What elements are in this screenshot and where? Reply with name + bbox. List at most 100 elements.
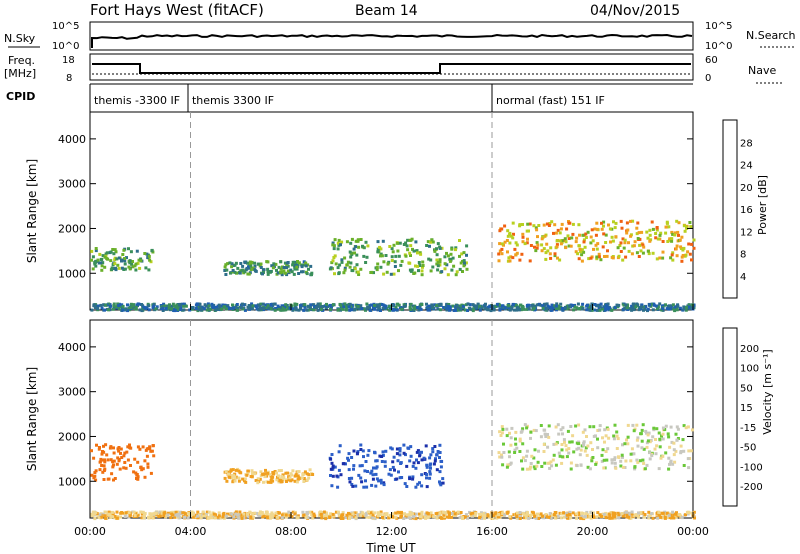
heatmap-cell (365, 307, 369, 311)
heatmap-cell (106, 477, 110, 481)
heatmap-cell (613, 226, 617, 230)
heatmap-cell (690, 242, 694, 246)
heatmap-cell (443, 262, 447, 266)
heatmap-cell (497, 515, 501, 519)
heatmap-cell (284, 303, 288, 307)
heatmap-cell (614, 221, 618, 225)
heatmap-cell (359, 448, 363, 451)
heatmap-cell (499, 511, 503, 514)
heatmap-cell (207, 304, 211, 308)
heatmap-cell (681, 438, 685, 442)
heatmap-cell (438, 263, 442, 267)
heatmap-cell (235, 303, 239, 306)
heatmap-cell (440, 246, 444, 250)
heatmap-cell (231, 306, 235, 310)
heatmap-cell (144, 266, 148, 270)
heatmap-cell (100, 515, 104, 519)
heatmap-cell (217, 511, 221, 515)
heatmap-cell (328, 267, 332, 271)
heatmap-cell (550, 303, 554, 307)
heatmap-cell (224, 263, 228, 267)
heatmap-cell (679, 450, 683, 453)
heatmap-cell (267, 307, 271, 310)
heatmap-cell (579, 448, 583, 452)
heatmap-cell (428, 244, 431, 248)
heatmap-cell (589, 256, 593, 260)
heatmap-cell (554, 425, 558, 429)
heatmap-cell (540, 243, 544, 247)
heatmap-cell (123, 515, 127, 518)
heatmap-cell (378, 245, 382, 249)
heatmap-cell (171, 302, 175, 306)
heatmap-cell (604, 450, 608, 453)
heatmap-cell (247, 304, 251, 307)
heatmap-cell (588, 425, 592, 429)
heatmap-cell (462, 251, 466, 255)
heatmap-cell (296, 478, 300, 482)
heatmap-cell (284, 478, 288, 482)
heatmap-cell (521, 305, 525, 309)
heatmap-cell (452, 264, 456, 268)
heatmap-cell (681, 248, 685, 252)
heatmap-cell (373, 304, 377, 307)
heatmap-cell (331, 512, 335, 516)
heatmap-cell (427, 257, 431, 261)
heatmap-cell (229, 469, 233, 473)
heatmap-cell (564, 246, 568, 250)
heatmap-cell (668, 445, 672, 449)
heatmap-cell (312, 308, 316, 312)
heatmap-cell (329, 512, 333, 516)
heatmap-cell (310, 510, 314, 514)
heatmap-cell (562, 515, 566, 519)
heatmap-cell (265, 480, 269, 484)
heatmap-cell (590, 302, 594, 306)
heatmap-cell (259, 470, 263, 474)
heatmap-cell (586, 308, 590, 312)
heatmap-cell (512, 308, 516, 312)
heatmap-cell (625, 231, 629, 235)
heatmap-cell (521, 427, 525, 431)
heatmap-cell (151, 444, 155, 448)
heatmap-cell (109, 304, 112, 308)
heatmap-cell (447, 303, 451, 306)
heatmap-cell (91, 255, 95, 259)
heatmap-cell (495, 302, 499, 306)
heatmap-cell (390, 255, 394, 259)
heatmap-cell (428, 476, 432, 480)
heatmap-cell (480, 516, 484, 520)
heatmap-cell (134, 471, 138, 475)
heatmap-cell (425, 302, 428, 306)
heatmap-cell (577, 511, 581, 515)
heatmap-cell (356, 270, 360, 274)
heatmap-cell (547, 424, 551, 428)
heatmap-cell (506, 229, 510, 233)
nsearch-tick-top: 10^5 (705, 21, 732, 32)
heatmap-cell (113, 248, 117, 252)
heatmap-cell (281, 478, 284, 482)
heatmap-cell (91, 267, 95, 271)
heatmap-cell (376, 308, 380, 312)
heatmap-cell (687, 305, 691, 309)
heatmap-cell (279, 308, 283, 312)
heatmap-cell (445, 263, 449, 267)
heatmap-cell (115, 516, 119, 520)
heatmap-cell (250, 471, 254, 475)
heatmap-cell (574, 424, 578, 428)
heatmap-cell (626, 308, 630, 311)
heatmap-cell (174, 510, 178, 514)
heatmap-cell (407, 513, 411, 517)
heatmap-cell (635, 232, 639, 236)
freq-tick-top: 18 (62, 55, 75, 66)
heatmap-cell (599, 258, 603, 262)
heatmap-cell (107, 308, 110, 312)
heatmap-cell (232, 515, 236, 519)
heatmap-cell (219, 516, 223, 520)
heatmap-cell (521, 512, 525, 516)
nave-label: Nave (748, 64, 776, 77)
heatmap-cell (578, 233, 581, 237)
heatmap-cell (557, 432, 561, 436)
heatmap-cell (534, 429, 538, 433)
heatmap-cell (230, 476, 234, 480)
heatmap-cell (428, 472, 432, 476)
heatmap-cell (110, 515, 114, 519)
